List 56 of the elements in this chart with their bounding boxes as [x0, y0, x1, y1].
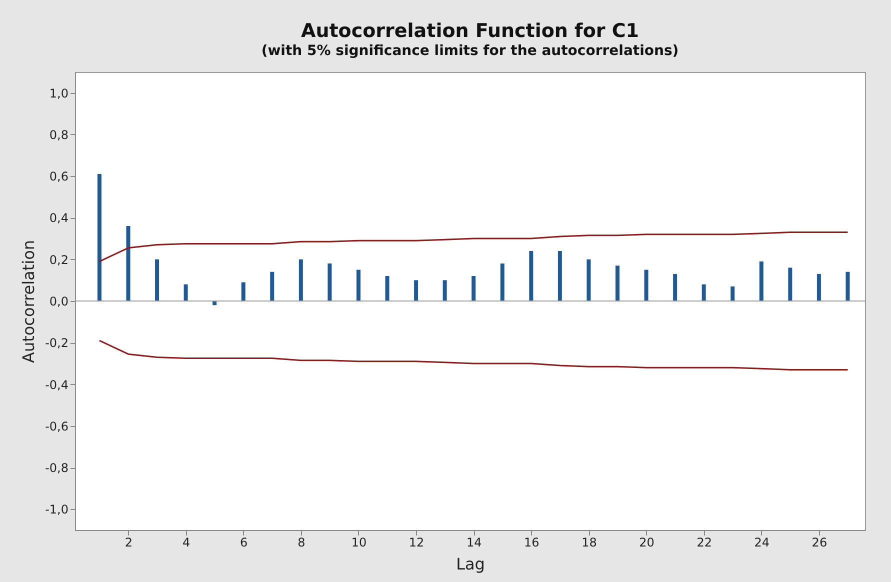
y-tick-label: 1,0	[49, 86, 68, 100]
bar	[500, 264, 504, 301]
bar	[385, 276, 390, 301]
bar	[442, 280, 447, 301]
x-tick-label: 22	[696, 536, 712, 550]
y-tick-label: 0,6	[49, 170, 68, 184]
x-tick-label: 12	[408, 536, 424, 550]
bar	[241, 282, 246, 301]
bar	[730, 286, 735, 301]
bar	[184, 284, 188, 301]
bar	[126, 226, 130, 301]
bar	[673, 274, 678, 301]
chart-title: Autocorrelation Function for C1	[300, 20, 640, 42]
line-series	[98, 232, 848, 262]
y-tick-label: -0,6	[45, 419, 68, 434]
chart-subtitle: (with 5% significance limits for the autocorrelations)	[261, 43, 679, 59]
y-tick-label: -1,0	[45, 502, 68, 517]
y-tick-label: 0,2	[49, 252, 68, 267]
x-tick-label: 16	[524, 536, 540, 550]
x-tick-label: 18	[582, 536, 597, 550]
y-tick-label: 0,4	[49, 211, 68, 226]
bar	[558, 251, 562, 301]
bar	[472, 276, 476, 301]
y-tick-label: -0,2	[45, 336, 68, 350]
bar	[586, 259, 591, 301]
x-tick-label: 10	[351, 536, 367, 550]
bar	[356, 270, 360, 301]
y-tick-label: -0,8	[45, 461, 68, 476]
bar	[644, 270, 648, 301]
x-axis-title: Lag	[456, 554, 485, 574]
bar	[155, 259, 160, 301]
bar	[328, 264, 332, 301]
y-tick-label: 0,0	[49, 294, 68, 308]
y-tick-label: -0,4	[45, 378, 68, 392]
bar	[702, 284, 706, 301]
x-tick-label: 24	[754, 536, 770, 550]
x-tick-label: 14	[466, 536, 482, 550]
x-tick-label: 2	[124, 536, 133, 550]
bar	[615, 266, 620, 301]
x-tick-label: 6	[240, 536, 248, 550]
y-axis-title: Autocorrelation	[19, 240, 38, 363]
bar	[846, 272, 850, 301]
x-tick-label: 4	[182, 536, 190, 550]
bar	[759, 261, 764, 301]
line-series	[98, 340, 848, 370]
bar	[97, 174, 102, 301]
bar	[414, 280, 418, 301]
bar	[529, 251, 534, 301]
bar	[788, 268, 792, 301]
bar	[816, 274, 821, 301]
bar	[298, 259, 303, 301]
x-tick-label: 8	[298, 536, 306, 550]
bar	[270, 272, 274, 301]
y-tick-label: 0,8	[49, 128, 68, 142]
x-tick-label: 26	[812, 536, 828, 550]
x-tick-label: 20	[639, 536, 654, 550]
